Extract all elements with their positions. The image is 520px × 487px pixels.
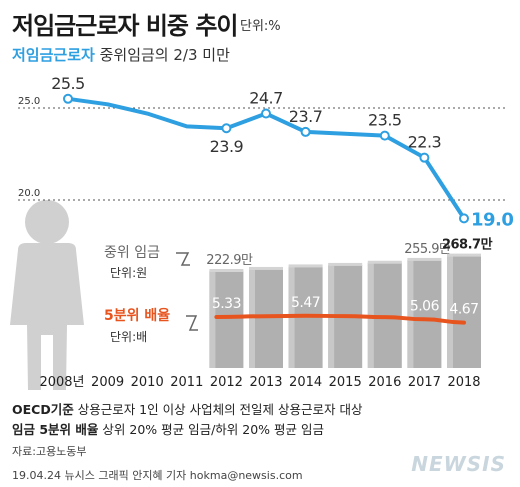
subtitle-accent: 저임금근로자 [12, 46, 95, 64]
wage-bar-highlight [249, 268, 255, 368]
x-tick-label: 2015 [329, 375, 362, 390]
wage-bar-cap [367, 260, 402, 264]
share-point [459, 213, 469, 224]
x-tick-label: 2017 [408, 375, 441, 390]
x-axis: 2008년 2009 2010 2011 2012 2013 2014 2015 2016 201… [39, 375, 480, 390]
x-tick-label: 2009 [91, 375, 124, 390]
footnote-ratio-label: 임금 5분위 배율 [12, 422, 99, 437]
share-value-label: 25.5 [51, 74, 85, 93]
ratio-line [214, 313, 466, 325]
legend-wage-label: 중위 임금 [104, 245, 160, 261]
legend-wage-connector [176, 252, 190, 266]
subtitle-rest: 중위임금의 2/3 미만 [99, 46, 230, 64]
ratio-value-label: 4.67 [449, 302, 478, 318]
share-value-label: 19.0 [471, 209, 513, 230]
share-value-label: 23.5 [368, 111, 402, 130]
wage-bar-label: 255.9만 [404, 242, 451, 257]
x-tick-label: 2012 [210, 375, 243, 390]
chart-subtitle: 저임금근로자 중위임금의 2/3 미만 [12, 44, 230, 65]
newsis-logo: NEWSIS [411, 452, 506, 476]
wage-bar-cap [447, 253, 481, 257]
person-figure-icon [10, 200, 84, 390]
x-tick-label: 2008년 [39, 375, 84, 390]
share-point [300, 126, 311, 137]
legend-wage-unit: 단위:원 [110, 266, 147, 280]
wage-bar-cap [328, 262, 363, 266]
x-tick-label: 2013 [249, 375, 282, 390]
reference-lines: 25.0 20.0 [18, 96, 505, 201]
share-point [419, 152, 430, 163]
x-tick-label: 2010 [131, 375, 164, 390]
source-text: 자료:고용노동부 [12, 445, 87, 458]
share-point [261, 108, 271, 119]
footnote-ratio: 임금 5분위 배율 상위 20% 평균 임금/하위 20% 평균 임금 [12, 419, 324, 438]
wage-bar-label: 268.7만 [442, 237, 493, 253]
footnote-oecd-label: OECD기준 [12, 402, 74, 417]
share-point [379, 130, 390, 141]
credit-text: 19.04.24 뉴시스 그래픽 안지혜 기자 hokma@newsis.com [12, 469, 303, 482]
legend-ratio-label: 5분위 배율 [104, 307, 170, 324]
footnote-oecd: OECD기준 상용근로자 1인 이상 사업체의 전일제 상용근로자 대상 [12, 399, 363, 418]
footnote-ratio-text: 상위 20% 평균 임금/하위 20% 평균 임금 [102, 422, 325, 437]
legend-ratio-connector [186, 315, 198, 331]
x-tick-label: 2016 [368, 375, 401, 390]
share-value-label: 23.9 [210, 137, 244, 156]
wage-bar-cap [209, 269, 244, 272]
legend-ratio-unit: 단위:배 [110, 330, 147, 344]
share-point [63, 93, 73, 104]
reference-line-label: 20.0 [18, 188, 40, 199]
wage-bar-highlight [209, 271, 216, 368]
ratio-value-label: 5.06 [410, 298, 440, 314]
wage-bar-highlight [447, 255, 453, 368]
x-tick-label: 2018 [447, 375, 480, 390]
share-value-label: 24.7 [249, 89, 283, 108]
share-value-label: 23.7 [289, 107, 323, 126]
x-tick-label: 2011 [170, 375, 203, 390]
reference-line-label: 25.0 [18, 96, 40, 107]
x-tick-label: 2014 [289, 375, 322, 390]
wage-bar-highlight [407, 259, 414, 368]
ratio-value-label: 5.33 [212, 296, 241, 312]
wage-bar-cap [249, 266, 283, 270]
share-value-label: 22.3 [408, 133, 442, 152]
share-line-series: 25.5 23.9 24.7 23.7 23.5 22.3 19.0 [51, 74, 514, 231]
wage-bar-label: 222.9만 [206, 253, 253, 268]
title-unit: 단위:% [240, 19, 281, 34]
wage-bar-cap [288, 264, 323, 268]
ratio-line-series: 5.33 5.47 5.06 4.67 [212, 295, 479, 325]
chart-title: 저임금근로자 비중 추이 [12, 12, 239, 40]
ratio-value-label: 5.47 [291, 295, 320, 311]
footnote-oecd-text: 상용근로자 1인 이상 사업체의 전일제 상용근로자 대상 [77, 402, 363, 417]
wage-bar-cap [407, 257, 442, 261]
share-point [221, 123, 232, 134]
